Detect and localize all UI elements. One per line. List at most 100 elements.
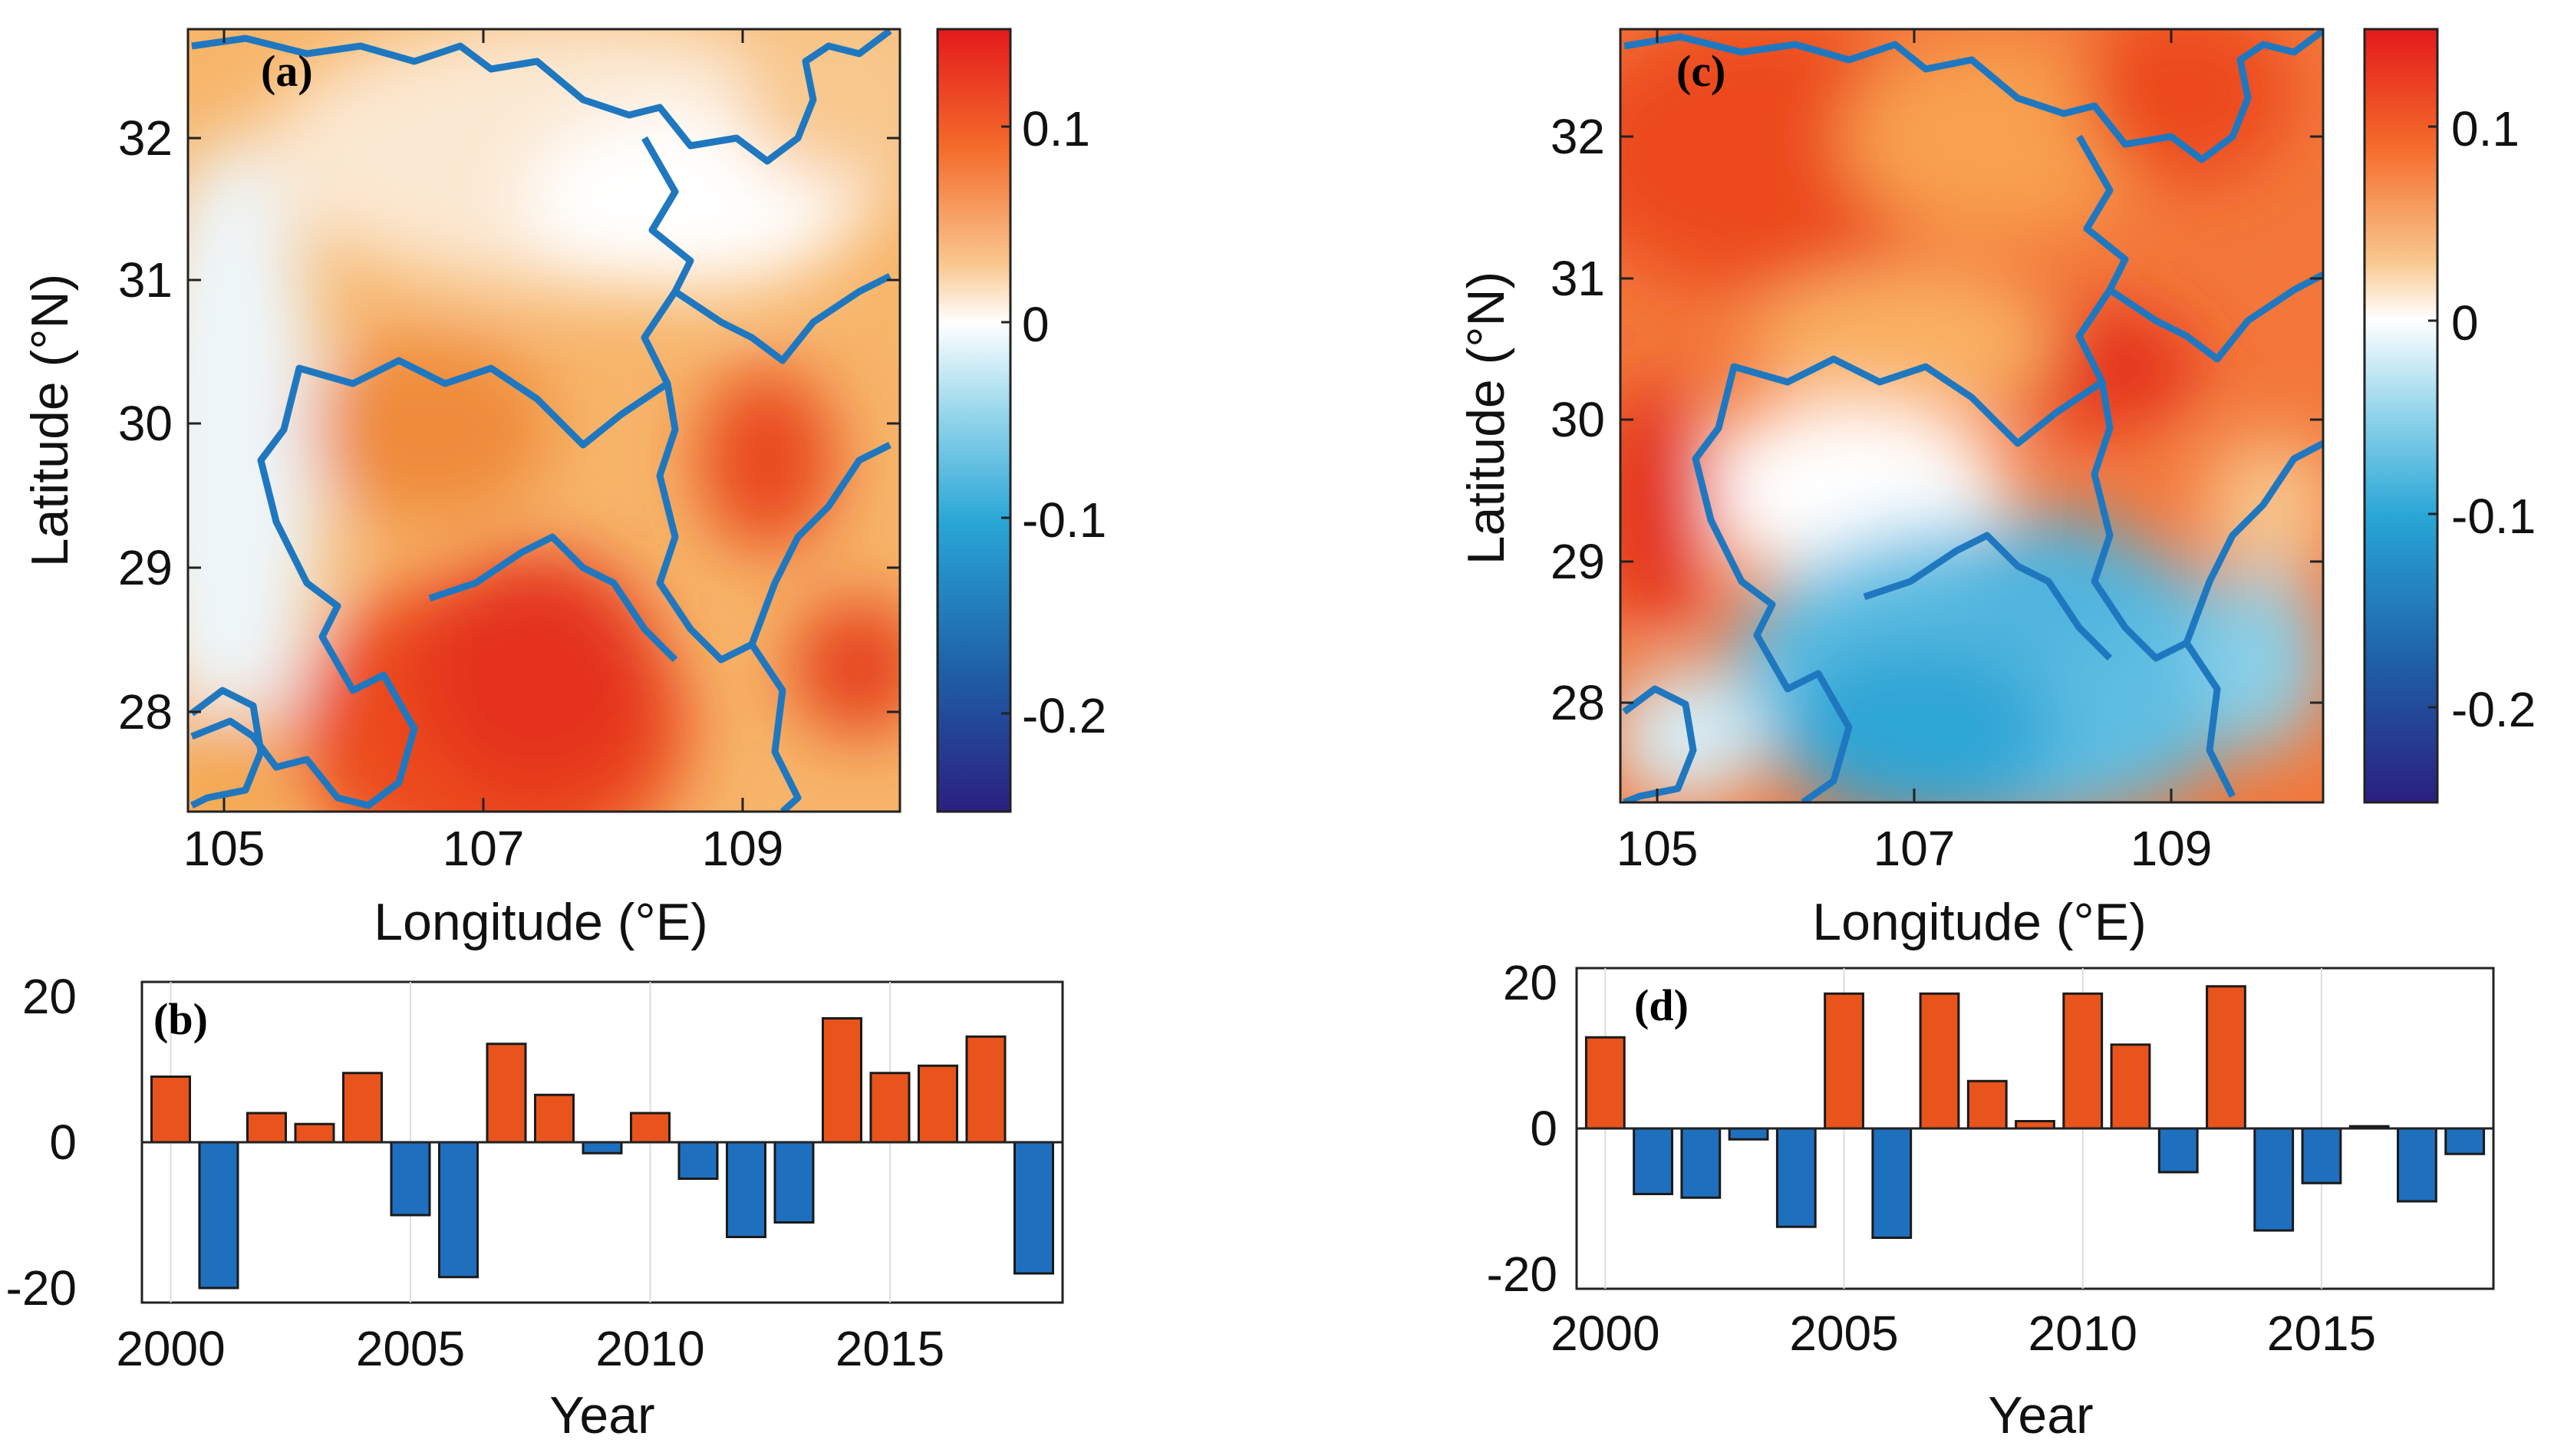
panel-c-xtick-105: 105 [1617, 821, 1699, 876]
panel-d-bar-2005 [1824, 992, 1864, 1130]
panel-b-ytick-neg20: -20 [6, 1260, 77, 1316]
panel-a-ytick-32: 32 [118, 110, 173, 166]
panel-a-axes: 32 31 30 29 28 105 107 109 Longitude (°E… [21, 29, 900, 951]
panel-d-bar-2004 [1775, 1127, 1817, 1228]
panel-a-ytick-marks [188, 29, 900, 812]
panel-d-bar-2015 [2301, 1127, 2342, 1184]
panel-a-xtick-107: 107 [443, 821, 525, 876]
panel-b-bar-2001 [198, 1141, 239, 1290]
panel-a-xtick-105: 105 [183, 821, 265, 876]
panel-b-xtick-2010: 2010 [595, 1321, 704, 1376]
panel-b-bar-2000 [150, 1076, 191, 1144]
panel-a-boundaries [189, 29, 892, 812]
panel-d-xtick-2000: 2000 [1551, 1306, 1659, 1361]
panel-a-heat-field [188, 29, 900, 812]
panel-c-xtick-109: 109 [2131, 821, 2213, 876]
panel-c-label: (c) [1676, 46, 1725, 96]
panel-b-bar-2009 [582, 1141, 623, 1155]
panel-c-frame [1619, 28, 2325, 804]
panel-a-cbtick-neg0.1: -0.1 [1022, 492, 1106, 548]
panel-c-heat-field [1620, 29, 2323, 802]
panel-b-bar-2012 [726, 1141, 766, 1238]
panel-c-ytick-28: 28 [1551, 675, 1605, 730]
panel-b-xlabel: Year [549, 1386, 654, 1444]
panel-d-bar-2013 [2206, 985, 2246, 1130]
panel-c-ytick-31: 31 [1551, 251, 1605, 306]
panel-a-cbtick-0: 0 [1022, 297, 1050, 352]
panel-b-bar-2004 [342, 1072, 383, 1144]
panel-d-bar-2007 [1919, 992, 1960, 1130]
panel-a-ylabel: Latitude (°N) [21, 274, 79, 567]
panel-c-cbtick-neg0.2: -0.2 [2451, 682, 2536, 737]
panel-b-bar-chart: (b) 20 0 -20 2000 2005 2010 2015 Year [6, 969, 1064, 1444]
panel-d-xlabel: Year [1988, 1386, 2093, 1444]
panel-d-bar-2014 [2253, 1127, 2295, 1232]
panel-a-xlabel: Longitude (°E) [374, 893, 707, 951]
panel-c-boundaries [1622, 29, 2323, 802]
panel-a-label: (a) [261, 46, 313, 96]
panel-b-bar-2005 [390, 1141, 431, 1217]
panel-a-cbtick-0.1: 0.1 [1022, 101, 1090, 156]
panel-c-xlabel: Longitude (°E) [1812, 893, 2146, 951]
panel-d-ytick-20: 20 [1503, 955, 1557, 1010]
panel-d-ytick-neg20: -20 [1487, 1247, 1558, 1302]
panel-b-bar-2010 [630, 1112, 671, 1144]
panel-b-bar-2016 [918, 1064, 958, 1144]
panel-b-bar-2003 [294, 1122, 335, 1144]
panel-c-colorbar: 0.1 0 -0.1 -0.2 [2363, 28, 2536, 804]
panel-d-bar-2018 [2444, 1127, 2486, 1155]
panel-d-bar-2000 [1584, 1036, 1626, 1130]
panel-a-frame [186, 28, 901, 813]
panel-d-bar-2011 [2110, 1043, 2151, 1130]
panel-d-bar-2002 [1680, 1127, 1722, 1199]
panel-b-xtick-2005: 2005 [356, 1321, 465, 1376]
panel-c-cbtick-0.1: 0.1 [2451, 101, 2520, 156]
panel-d-bar-2012 [2157, 1127, 2199, 1174]
panel-a-xtick-109: 109 [702, 821, 784, 876]
panel-b-bar-2011 [677, 1141, 719, 1180]
panel-c-tick-marks [1620, 29, 2323, 802]
panel-a-ytick-30: 30 [118, 396, 173, 451]
panel-d-xtick-2015: 2015 [2267, 1306, 2376, 1361]
panel-a-map: (a) [186, 28, 901, 813]
panel-b-bars [150, 1017, 1054, 1290]
panel-b-ytick-20: 20 [22, 969, 77, 1024]
panel-a-ytick-31: 31 [118, 252, 173, 308]
panel-b-bar-2018 [1013, 1141, 1054, 1275]
panel-b-bar-2008 [534, 1093, 575, 1144]
panel-a-colorbar: 0.1 0 -0.1 -0.2 [936, 28, 1106, 813]
panel-b-bar-2006 [438, 1141, 479, 1279]
panel-b-bar-2013 [773, 1141, 815, 1224]
panel-c-xtick-107: 107 [1874, 821, 1956, 876]
panel-b-xtick-2000: 2000 [116, 1321, 225, 1376]
panel-d-bar-chart: (d) 20 0 -20 2000 2005 2010 2015 Year [1487, 955, 2495, 1444]
panel-d-bar-2003 [1728, 1127, 1769, 1141]
panel-c-colorbar-gradient [2363, 28, 2439, 804]
panel-a-cbtick-neg0.2: -0.2 [1022, 688, 1106, 743]
panel-d-bar-2017 [2397, 1127, 2437, 1203]
panel-b-bar-2002 [246, 1112, 287, 1144]
panel-c-axes: 32 31 30 29 28 105 107 109 Longitude (°E… [1457, 29, 2323, 951]
panel-c-ytick-32: 32 [1551, 109, 1605, 164]
panel-c-cbtick-neg0.1: -0.1 [2451, 489, 2536, 544]
panel-a-colorbar-gradient [936, 28, 1012, 813]
panel-b-bar-2015 [869, 1072, 911, 1144]
panel-a-ytick-29: 29 [118, 540, 173, 595]
panel-a-ytick-28: 28 [118, 684, 173, 740]
panel-b-bar-2007 [486, 1043, 527, 1144]
panel-c-ylabel: Latitude (°N) [1457, 272, 1515, 565]
panel-d-ytick-0: 0 [1530, 1101, 1557, 1156]
panel-d-bar-2008 [1966, 1079, 2008, 1130]
panel-b-ytick-0: 0 [49, 1115, 77, 1170]
panel-d-bar-2006 [1871, 1127, 1913, 1239]
panel-c-ytick-30: 30 [1551, 392, 1605, 447]
panel-b-bar-2014 [822, 1017, 862, 1144]
panel-d-label: (d) [1634, 980, 1689, 1030]
panel-b-xtick-2015: 2015 [835, 1321, 944, 1376]
panel-b-label: (b) [153, 994, 208, 1044]
panel-d-xtick-2005: 2005 [1789, 1306, 1898, 1361]
panel-c-ytick-29: 29 [1551, 534, 1605, 589]
panel-d-xtick-2010: 2010 [2028, 1306, 2137, 1361]
panel-d-bar-2010 [2062, 992, 2104, 1130]
